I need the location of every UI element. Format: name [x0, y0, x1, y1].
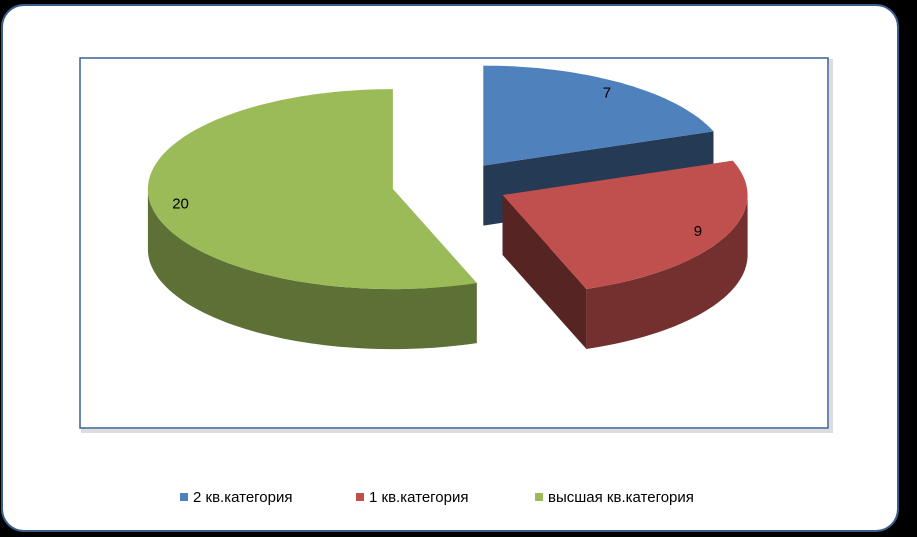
legend-swatch: [356, 493, 364, 501]
slice-wall: [586, 195, 748, 349]
legend-swatch: [535, 493, 543, 501]
data-label: 9: [694, 223, 702, 240]
slice-side: [502, 195, 587, 349]
pie: 7 9 20: [147, 65, 748, 350]
data-label: 7: [603, 84, 611, 101]
legend: 2 кв.категория 1 кв.категория высшая кв.ка…: [180, 489, 694, 506]
legend-label: 1 кв.категория: [369, 489, 469, 506]
slice: [483, 65, 714, 166]
legend-label: высшая кв.категория: [548, 489, 694, 506]
slice: [502, 160, 748, 289]
data-label: 20: [172, 195, 189, 212]
slice: [147, 89, 477, 290]
legend-label: 2 кв.категория: [193, 489, 293, 506]
slice-wall: [147, 189, 477, 350]
legend-swatch: [180, 493, 188, 501]
